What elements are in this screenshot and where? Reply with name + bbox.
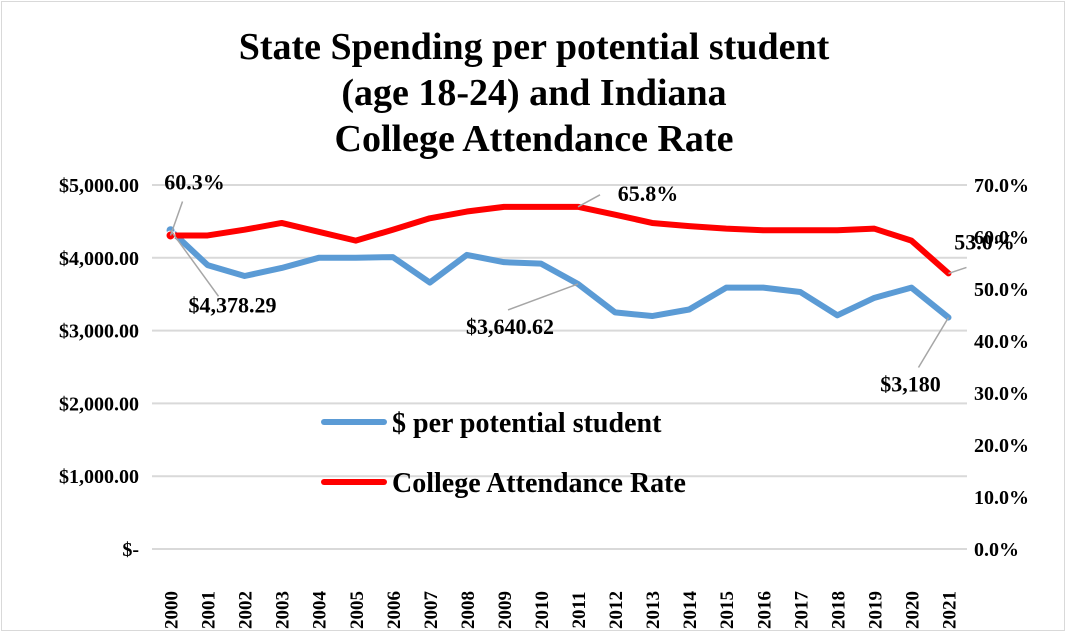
chart-title-line-2: (age 18-24) and Indiana	[341, 72, 727, 114]
series-line	[167, 203, 952, 277]
y-right-tick-label: 50.0%	[974, 279, 1029, 301]
y-right-tick-label: 40.0%	[974, 331, 1029, 353]
legend-label: College Attendance Rate	[392, 468, 686, 499]
data-label: $3,640.62	[466, 314, 554, 339]
x-tick-label: 2014	[680, 591, 701, 630]
x-tick-label: 2013	[643, 591, 664, 629]
annotation-leader-line	[169, 201, 184, 236]
x-tick-label: 2000	[162, 591, 183, 629]
y-left-tick-label: $4,000.00	[59, 248, 139, 270]
x-tick-label: 2011	[569, 592, 590, 629]
x-tick-label: 2003	[273, 591, 294, 629]
y-left-tick-label: $3,000.00	[59, 321, 139, 343]
data-label: 65.8%	[618, 181, 679, 206]
x-tick-label: 2012	[606, 591, 627, 629]
x-tick-label: 2007	[421, 591, 442, 630]
x-tick-label: 2021	[939, 591, 960, 629]
x-tick-label: 2017	[791, 591, 812, 630]
legend-label: $ per potential student	[392, 408, 662, 439]
annotation-leader-line	[507, 283, 579, 311]
y-right-tick-label: 70.0%	[974, 175, 1029, 197]
x-tick-label: 2018	[828, 591, 849, 629]
annotation-leader-line	[917, 317, 950, 368]
y-left-tick-label: $-	[122, 539, 139, 561]
chart-title-line-3: College Attendance Rate	[334, 118, 734, 160]
annotation-leader-line	[948, 266, 967, 275]
y-right-tick-label: 10.0%	[974, 487, 1029, 509]
x-tick-label: 2020	[902, 591, 923, 629]
data-label: 53.0%	[954, 229, 1015, 254]
y-right-tick-label: 30.0%	[974, 383, 1029, 405]
y-right-tick-label: 60.0%	[974, 227, 1029, 249]
y-left-tick-label: $5,000.00	[59, 175, 139, 197]
x-tick-label: 2002	[236, 591, 257, 629]
x-tick-label: 2010	[532, 591, 553, 629]
x-tick-label: 2005	[347, 591, 368, 629]
chart-title: State Spending per potential student (ag…	[2, 24, 1066, 162]
x-tick-label: 2009	[495, 591, 516, 629]
x-tick-label: 2008	[458, 591, 479, 629]
series-line	[167, 227, 952, 321]
annotation-leader-line	[169, 229, 220, 297]
annotation-leader-line	[577, 194, 601, 208]
data-label: $3,180	[880, 371, 941, 396]
x-tick-label: 2001	[199, 591, 220, 629]
data-label: 60.3%	[164, 169, 225, 194]
y-left-tick-label: $2,000.00	[59, 393, 139, 415]
y-left-tick-label: $1,000.00	[59, 466, 139, 488]
y-right-tick-label: 0.0%	[974, 539, 1019, 561]
x-tick-label: 2016	[754, 591, 775, 629]
y-right-tick-label: 20.0%	[974, 435, 1029, 457]
x-tick-label: 2004	[310, 591, 331, 630]
x-tick-label: 2006	[384, 591, 405, 629]
x-tick-label: 2019	[865, 591, 886, 629]
x-tick-label: 2015	[717, 591, 738, 629]
chart-title-line-1: State Spending per potential student	[238, 26, 830, 68]
data-label: $4,378.29	[189, 292, 277, 317]
